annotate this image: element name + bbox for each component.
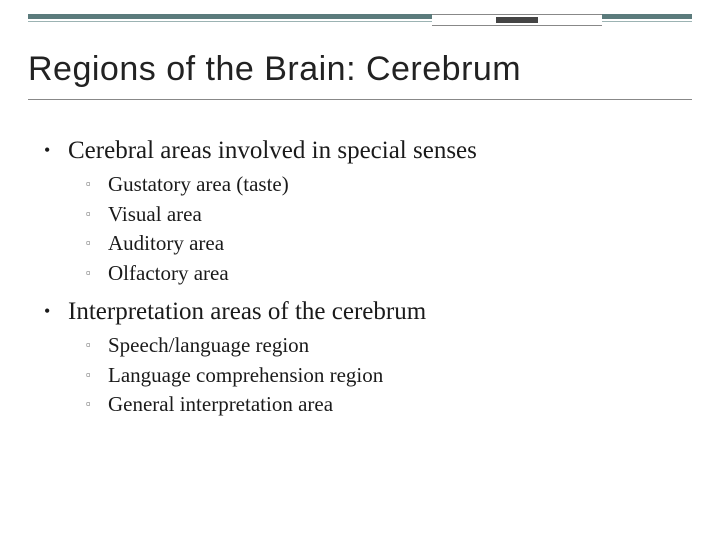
sub-item-label: Olfactory area [108,259,229,289]
section-heading: Cerebral areas involved in special sense… [68,134,477,168]
decorative-top-border [28,14,692,22]
sub-list: ▫ Speech/language region ▫ Language comp… [86,331,692,420]
square-bullet-icon: ▫ [86,361,108,391]
list-item: • Interpretation areas of the cerebrum [44,295,692,329]
square-bullet-icon: ▫ [86,390,108,420]
bullet-icon: • [44,295,68,329]
section-heading: Interpretation areas of the cerebrum [68,295,426,329]
sub-item-label: Speech/language region [108,331,309,361]
sub-list: ▫ Gustatory area (taste) ▫ Visual area ▫… [86,170,692,289]
list-item: ▫ Gustatory area (taste) [86,170,692,200]
sub-item-label: Language comprehension region [108,361,383,391]
square-bullet-icon: ▫ [86,229,108,259]
bullet-icon: • [44,134,68,168]
square-bullet-icon: ▫ [86,170,108,200]
square-bullet-icon: ▫ [86,200,108,230]
list-item: ▫ Speech/language region [86,331,692,361]
list-item: ▫ Visual area [86,200,692,230]
list-item: ▫ Auditory area [86,229,692,259]
list-item: ▫ General interpretation area [86,390,692,420]
sub-item-label: General interpretation area [108,390,333,420]
sub-item-label: Gustatory area (taste) [108,170,289,200]
sub-item-label: Visual area [108,200,202,230]
slide-content: • Cerebral areas involved in special sen… [44,134,692,426]
list-item: • Cerebral areas involved in special sen… [44,134,692,168]
list-item: ▫ Language comprehension region [86,361,692,391]
square-bullet-icon: ▫ [86,331,108,361]
sub-item-label: Auditory area [108,229,224,259]
square-bullet-icon: ▫ [86,259,108,289]
slide-title: Regions of the Brain: Cerebrum [28,50,692,100]
list-item: ▫ Olfactory area [86,259,692,289]
